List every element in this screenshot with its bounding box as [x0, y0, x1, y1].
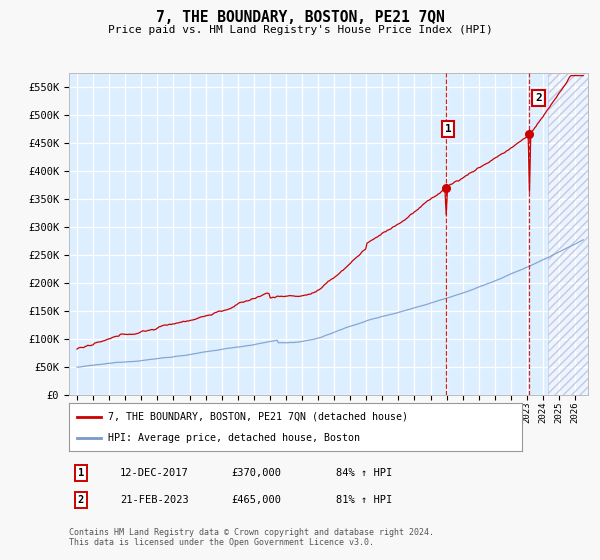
- Text: 7, THE BOUNDARY, BOSTON, PE21 7QN: 7, THE BOUNDARY, BOSTON, PE21 7QN: [155, 10, 445, 25]
- Bar: [548, 73, 588, 395]
- Text: 1: 1: [78, 468, 84, 478]
- Text: 81% ↑ HPI: 81% ↑ HPI: [336, 495, 392, 505]
- Text: £465,000: £465,000: [231, 495, 281, 505]
- Text: 2: 2: [535, 93, 542, 103]
- Bar: [548, 73, 588, 395]
- Text: 21-FEB-2023: 21-FEB-2023: [120, 495, 189, 505]
- Text: 7, THE BOUNDARY, BOSTON, PE21 7QN (detached house): 7, THE BOUNDARY, BOSTON, PE21 7QN (detac…: [107, 412, 407, 422]
- Text: 2: 2: [78, 495, 84, 505]
- Text: 12-DEC-2017: 12-DEC-2017: [120, 468, 189, 478]
- Text: Contains HM Land Registry data © Crown copyright and database right 2024.
This d: Contains HM Land Registry data © Crown c…: [69, 528, 434, 547]
- Text: £370,000: £370,000: [231, 468, 281, 478]
- Text: HPI: Average price, detached house, Boston: HPI: Average price, detached house, Bost…: [107, 433, 359, 443]
- Text: 84% ↑ HPI: 84% ↑ HPI: [336, 468, 392, 478]
- Text: Price paid vs. HM Land Registry's House Price Index (HPI): Price paid vs. HM Land Registry's House …: [107, 25, 493, 35]
- Text: 1: 1: [445, 124, 452, 134]
